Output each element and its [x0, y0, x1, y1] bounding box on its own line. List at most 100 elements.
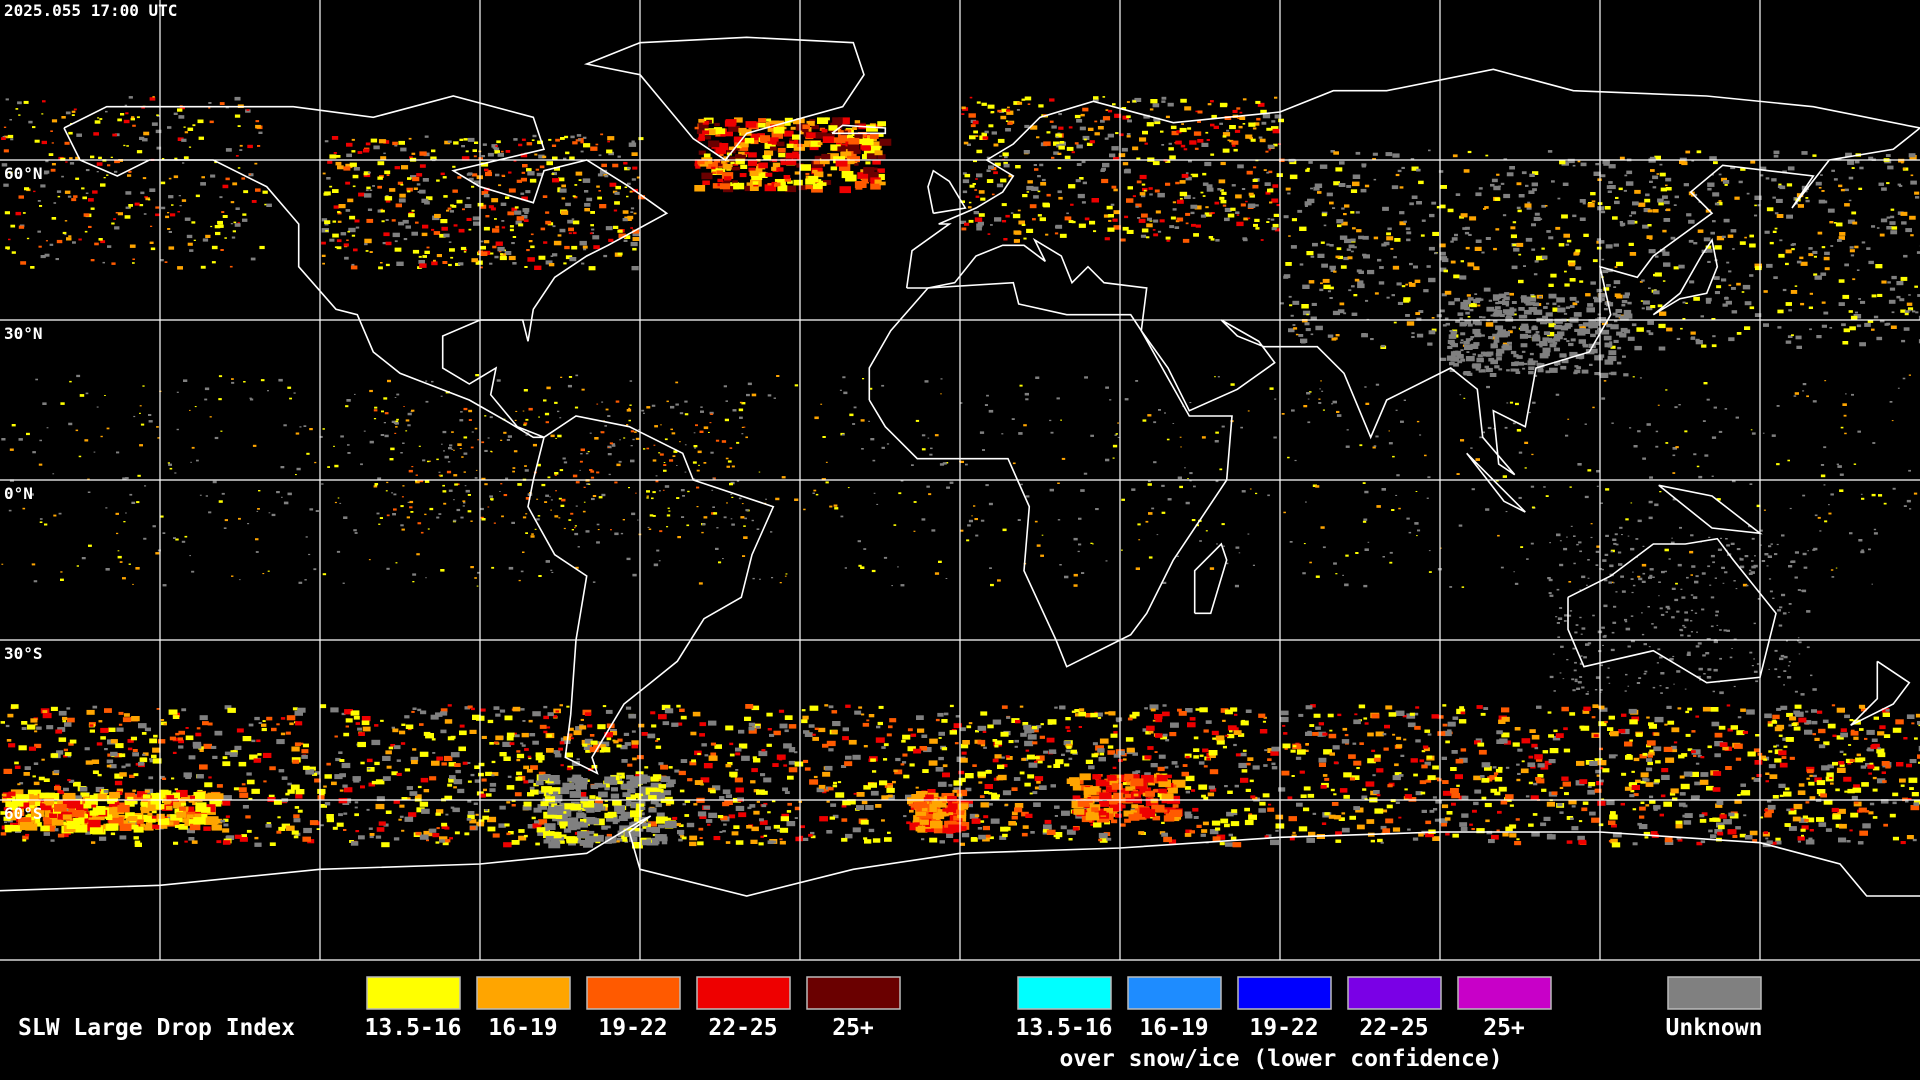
cloud-pixel: [1816, 780, 1826, 786]
cloud-pixel: [348, 227, 356, 233]
cloud-pixel: [1869, 762, 1874, 765]
cloud-pixel: [473, 155, 477, 158]
cloud-pixel: [1268, 170, 1273, 174]
cloud-pixel: [841, 804, 847, 808]
cloud-pixel: [774, 179, 786, 186]
cloud-pixel: [400, 183, 404, 186]
cloud-pixel: [495, 735, 504, 741]
cloud-pixel: [1144, 772, 1151, 777]
cloud-pixel: [763, 802, 768, 806]
cloud-pixel: [1423, 289, 1429, 293]
cloud-pixel: [895, 757, 901, 762]
cloud-pixel: [63, 748, 68, 752]
cloud-pixel: [132, 789, 137, 792]
cloud-pixel: [331, 781, 337, 786]
cloud-pixel: [1229, 139, 1234, 143]
cloud-pixel: [1027, 734, 1037, 740]
cloud-pixel: [1053, 763, 1061, 768]
cloud-pixel: [392, 141, 398, 146]
cloud-pixel: [676, 722, 683, 726]
cloud-pixel: [116, 727, 124, 732]
cloud-pixel: [672, 816, 678, 820]
cloud-pixel: [341, 712, 346, 716]
cloud-pixel: [378, 139, 386, 144]
cloud-pixel: [245, 815, 251, 819]
cloud-pixel: [1821, 765, 1830, 771]
cloud-pixel: [1436, 206, 1441, 209]
cloud-pixel: [942, 772, 950, 778]
cloud-pixel: [463, 138, 468, 141]
cloud-pixel: [1399, 221, 1406, 226]
cloud-pixel: [1046, 737, 1055, 743]
cloud-pixel: [148, 776, 154, 780]
cloud-pixel: [1113, 753, 1121, 758]
cloud-pixel: [1231, 144, 1236, 147]
cloud-pixel: [1382, 733, 1387, 736]
cloud-pixel: [1033, 802, 1041, 807]
cloud-pixel: [1855, 757, 1864, 763]
cloud-pixel: [1472, 809, 1477, 813]
cloud-pixel: [1151, 804, 1165, 813]
cloud-pixel: [727, 762, 733, 766]
cloud-pixel: [1644, 778, 1650, 782]
cloud-pixel: [1222, 135, 1227, 138]
cloud-pixel: [1693, 754, 1697, 757]
cloud-pixel: [375, 803, 385, 810]
cloud-pixel: [1857, 841, 1864, 845]
cloud-pixel: [33, 801, 41, 806]
cloud-pixel: [1209, 769, 1219, 775]
cloud-pixel: [1710, 707, 1719, 712]
cloud-pixel: [749, 804, 756, 808]
cloud-pixel: [487, 170, 492, 173]
cloud-pixel: [848, 137, 860, 145]
cloud-pixel: [822, 771, 831, 777]
cloud-pixel: [735, 747, 742, 752]
cloud-pixel: [1671, 748, 1678, 753]
cloud-pixel: [1849, 719, 1854, 722]
cloud-pixel: [598, 154, 602, 157]
cloud-pixel: [1087, 808, 1095, 813]
cloud-pixel: [1262, 113, 1271, 119]
cloud-pixel: [485, 771, 493, 776]
cloud-pixel: [1405, 283, 1409, 286]
cloud-pixel: [1794, 711, 1804, 717]
cloud-pixel: [695, 165, 701, 169]
cloud-pixel: [543, 715, 549, 720]
cloud-pixel: [666, 784, 672, 788]
cloud-pixel: [1526, 206, 1532, 210]
cloud-pixel: [656, 812, 665, 818]
cloud-pixel: [1229, 125, 1236, 130]
cloud-pixel: [1353, 719, 1361, 725]
cloud-pixel: [1057, 132, 1061, 135]
cloud-pixel: [761, 790, 768, 795]
cloud-pixel: [499, 805, 506, 810]
cloud-pixel: [266, 822, 272, 825]
cloud-pixel: [469, 729, 477, 734]
cloud-pixel: [1609, 341, 1613, 344]
cloud-pixel: [1268, 803, 1272, 806]
cloud-pixel: [1195, 224, 1201, 228]
cloud-pixel: [321, 254, 326, 257]
cloud-pixel: [1041, 178, 1046, 182]
cloud-pixel: [981, 102, 987, 106]
cloud-pixel: [1695, 762, 1700, 765]
cloud-pixel: [861, 178, 868, 183]
cloud-pixel: [1105, 109, 1109, 111]
cloud-pixel: [610, 731, 618, 736]
cloud-pixel: [1263, 764, 1268, 767]
cloud-pixel: [1398, 816, 1402, 819]
cloud-pixel: [1767, 804, 1776, 810]
cloud-pixel: [119, 823, 132, 831]
cloud-pixel: [1767, 721, 1773, 724]
cloud-pixel: [494, 218, 497, 220]
cloud-pixel: [567, 219, 574, 224]
cloud-pixel: [1509, 804, 1514, 807]
cloud-pixel: [1046, 829, 1056, 835]
cloud-pixel: [942, 808, 950, 813]
cloud-pixel: [533, 807, 542, 813]
cloud-pixel: [568, 822, 578, 828]
cloud-pixel: [1222, 745, 1227, 749]
cloud-pixel: [1612, 832, 1622, 838]
cloud-pixel: [229, 752, 238, 757]
cloud-pixel: [600, 784, 606, 788]
